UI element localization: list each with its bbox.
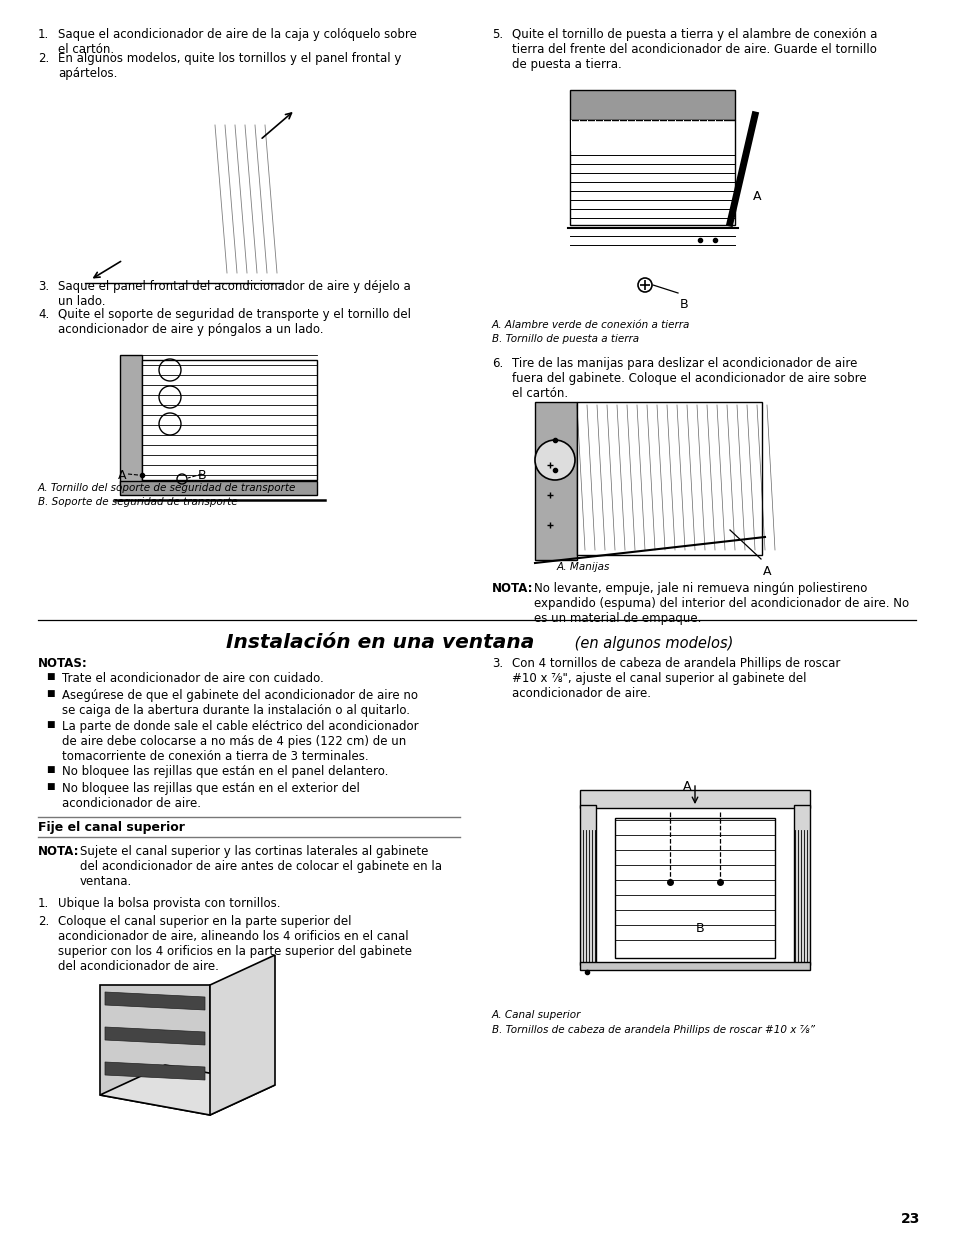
Text: ■: ■ <box>46 720 54 729</box>
Text: B. Tornillo de puesta a tierra: B. Tornillo de puesta a tierra <box>492 333 639 345</box>
Text: 6.: 6. <box>492 357 503 370</box>
Text: Sujete el canal superior y las cortinas laterales al gabinete
del acondicionador: Sujete el canal superior y las cortinas … <box>80 845 441 888</box>
Text: Fije el canal superior: Fije el canal superior <box>38 821 185 834</box>
Text: B: B <box>679 298 688 311</box>
Text: ■: ■ <box>46 782 54 790</box>
Text: En algunos modelos, quite los tornillos y el panel frontal y
apártelos.: En algunos modelos, quite los tornillos … <box>58 52 401 80</box>
Text: Tire de las manijas para deslizar el acondicionador de aire
fuera del gabinete. : Tire de las manijas para deslizar el aco… <box>512 357 865 400</box>
Circle shape <box>535 440 575 480</box>
Text: A. Alambre verde de conexión a tierra: A. Alambre verde de conexión a tierra <box>492 320 690 330</box>
Text: 4.: 4. <box>38 308 50 321</box>
Text: A: A <box>118 469 127 482</box>
Text: Quite el soporte de seguridad de transporte y el tornillo del
acondicionador de : Quite el soporte de seguridad de transpo… <box>58 308 411 336</box>
Text: 23: 23 <box>900 1212 919 1226</box>
Text: B. Soporte de seguridad de transporte: B. Soporte de seguridad de transporte <box>38 496 237 508</box>
Polygon shape <box>105 1062 205 1079</box>
Text: 1.: 1. <box>38 28 50 41</box>
FancyBboxPatch shape <box>579 790 809 808</box>
Text: No bloquee las rejillas que están en el panel delantero.: No bloquee las rejillas que están en el … <box>62 764 388 778</box>
Text: A. Manijas: A. Manijas <box>557 562 610 572</box>
FancyBboxPatch shape <box>569 120 734 225</box>
Polygon shape <box>105 992 205 1010</box>
Text: A: A <box>762 564 771 578</box>
Text: 5.: 5. <box>492 28 502 41</box>
FancyBboxPatch shape <box>579 805 596 965</box>
FancyBboxPatch shape <box>535 403 577 559</box>
Text: La parte de donde sale el cable eléctrico del acondicionador
de aire debe coloca: La parte de donde sale el cable eléctric… <box>62 720 418 763</box>
Polygon shape <box>105 1028 205 1045</box>
Text: Trate el acondicionador de aire con cuidado.: Trate el acondicionador de aire con cuid… <box>62 672 323 685</box>
Text: Quite el tornillo de puesta a tierra y el alambre de conexión a
tierra del frent: Quite el tornillo de puesta a tierra y e… <box>512 28 877 70</box>
Text: Saque el acondicionador de aire de la caja y colóquelo sobre
el cartón.: Saque el acondicionador de aire de la ca… <box>58 28 416 56</box>
FancyBboxPatch shape <box>579 962 809 969</box>
Text: ■: ■ <box>46 689 54 698</box>
Text: (en algunos modelos): (en algunos modelos) <box>569 636 733 651</box>
Text: 1.: 1. <box>38 897 50 910</box>
Polygon shape <box>100 1065 274 1115</box>
FancyBboxPatch shape <box>120 480 316 495</box>
FancyBboxPatch shape <box>120 354 142 485</box>
Text: NOTA:: NOTA: <box>492 582 533 595</box>
Text: A. Canal superior: A. Canal superior <box>492 1010 580 1020</box>
Text: Instalación en una ventana: Instalación en una ventana <box>226 634 534 652</box>
Polygon shape <box>100 986 210 1115</box>
Text: B: B <box>695 923 703 935</box>
FancyBboxPatch shape <box>569 90 734 120</box>
Polygon shape <box>210 955 274 1115</box>
Text: A: A <box>752 190 760 203</box>
Text: ■: ■ <box>46 672 54 680</box>
FancyBboxPatch shape <box>793 805 809 965</box>
Text: 2.: 2. <box>38 52 50 65</box>
Text: A. Tornillo del soporte de seguridad de transporte: A. Tornillo del soporte de seguridad de … <box>38 483 296 493</box>
FancyBboxPatch shape <box>142 359 316 480</box>
Text: B. Tornillos de cabeza de arandela Phillips de roscar #10 x ⅞”: B. Tornillos de cabeza de arandela Phill… <box>492 1025 814 1035</box>
Text: Con 4 tornillos de cabeza de arandela Phillips de roscar
#10 x ⅞", ajuste el can: Con 4 tornillos de cabeza de arandela Ph… <box>512 657 840 700</box>
Text: Saque el panel frontal del acondicionador de aire y déjelo a
un lado.: Saque el panel frontal del acondicionado… <box>58 280 411 308</box>
Text: A: A <box>682 781 691 793</box>
Text: NOTA:: NOTA: <box>38 845 79 858</box>
Text: 3.: 3. <box>492 657 502 671</box>
FancyBboxPatch shape <box>577 403 761 555</box>
Text: No bloquee las rejillas que están en el exterior del
acondicionador de aire.: No bloquee las rejillas que están en el … <box>62 782 359 810</box>
Text: Coloque el canal superior en la parte superior del
acondicionador de aire, aline: Coloque el canal superior en la parte su… <box>58 915 412 973</box>
Text: Asegúrese de que el gabinete del acondicionador de aire no
se caiga de la abertu: Asegúrese de que el gabinete del acondic… <box>62 689 417 718</box>
FancyBboxPatch shape <box>615 818 774 958</box>
Text: No levante, empuje, jale ni remueva ningún poliestireno
expandido (espuma) del i: No levante, empuje, jale ni remueva ning… <box>534 582 908 625</box>
Text: 2.: 2. <box>38 915 50 927</box>
Text: Ubique la bolsa provista con tornillos.: Ubique la bolsa provista con tornillos. <box>58 897 280 910</box>
Text: NOTAS:: NOTAS: <box>38 657 88 671</box>
Text: ■: ■ <box>46 764 54 774</box>
Text: 3.: 3. <box>38 280 49 293</box>
Text: B: B <box>198 469 207 482</box>
